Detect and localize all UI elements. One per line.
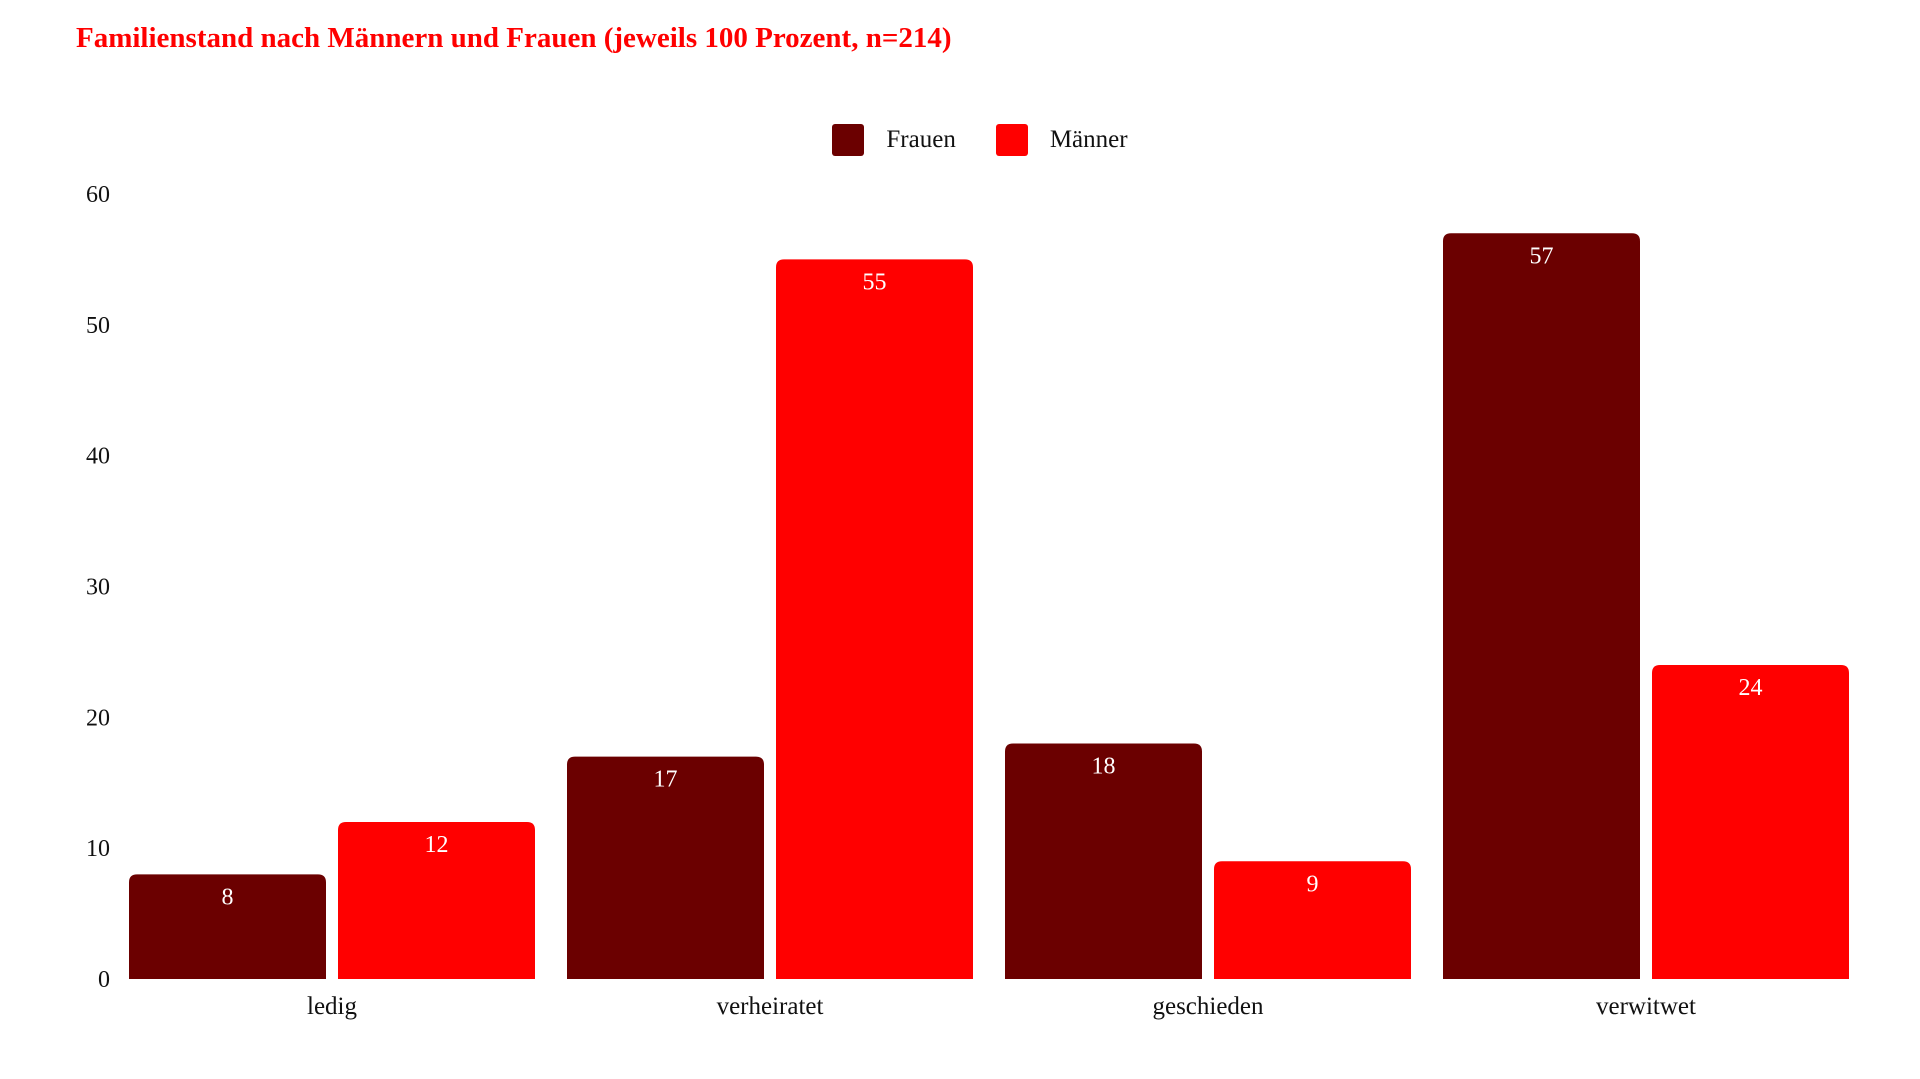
y-tick-label: 60: [86, 182, 110, 208]
bar-männer-ledig: [338, 822, 535, 979]
data-label: 9: [1307, 871, 1319, 897]
data-label: 24: [1739, 675, 1763, 701]
data-label: 8: [222, 884, 234, 910]
y-tick-label: 0: [98, 967, 110, 993]
bar-männer-verheiratet: [776, 259, 973, 980]
legend-item-frauen: Frauen: [832, 124, 956, 156]
legend-label-frauen: Frauen: [886, 126, 956, 153]
y-tick-label: 40: [86, 444, 110, 470]
x-tick-label: geschieden: [1152, 993, 1264, 1020]
x-tick-label: ledig: [307, 993, 357, 1020]
legend-label-maenner: Männer: [1049, 126, 1128, 153]
data-label: 18: [1092, 754, 1116, 780]
bar-frauen-ledig: [129, 874, 326, 979]
data-label: 12: [425, 832, 449, 858]
y-tick-label: 50: [86, 313, 110, 339]
bar-männer-verwitwet: [1652, 665, 1849, 979]
x-tick-label: verheiratet: [717, 993, 824, 1020]
bar-frauen-geschieden: [1005, 743, 1202, 979]
y-tick-label: 20: [86, 705, 110, 731]
x-tick-label: verwitwet: [1596, 993, 1696, 1020]
legend-swatch-maenner: [995, 124, 1028, 156]
y-tick-label: 10: [86, 836, 110, 862]
data-label: 55: [863, 269, 887, 295]
bar-frauen-verheiratet: [567, 756, 764, 979]
bar-männer-geschieden: [1214, 861, 1411, 979]
bar-frauen-verwitwet: [1443, 233, 1640, 979]
y-tick-label: 30: [86, 575, 110, 601]
data-label: 57: [1530, 243, 1554, 269]
chart-title: Familienstand nach Männern und Frauen (j…: [76, 22, 952, 54]
legend: Frauen Männer: [0, 124, 1920, 156]
legend-swatch-frauen: [832, 124, 865, 156]
legend-item-maenner: Männer: [995, 124, 1128, 156]
data-label: 17: [654, 767, 678, 793]
